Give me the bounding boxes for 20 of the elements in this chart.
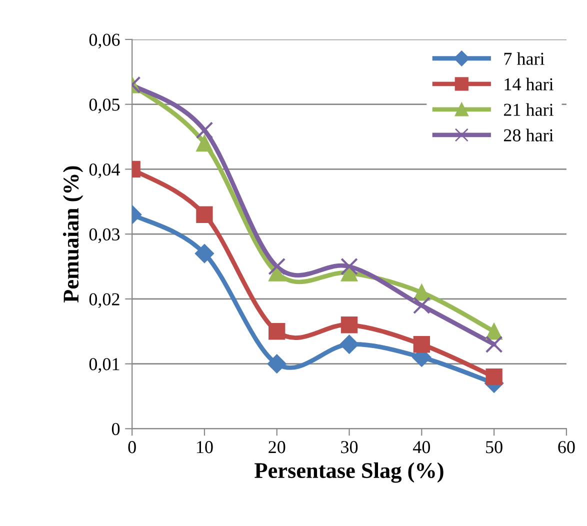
legend-label: 14 hari (504, 78, 554, 90)
y-tick-label: 0,01 (89, 358, 120, 373)
y-axis-title: Pemuaian (%) (62, 166, 84, 303)
x-tick-label: 30 (341, 441, 358, 454)
y-tick-label: 0,02 (89, 293, 120, 308)
x-tick-label: 0 (128, 441, 136, 454)
x-tick-label: 20 (268, 441, 286, 454)
y-tick-label: 0 (112, 422, 120, 436)
x-tick-label: 60 (558, 441, 575, 454)
y-tick-label: 0,04 (89, 163, 120, 178)
legend-label: 7 hari (504, 52, 544, 65)
x-tick-label: 40 (412, 441, 430, 454)
x-tick-label: 10 (197, 441, 213, 454)
x-tick-label: 50 (486, 441, 502, 454)
x-axis-title: Persentase Slag (%) (254, 462, 444, 483)
y-tick-label: 0,05 (89, 98, 120, 114)
y-tick-label: 0,03 (89, 228, 120, 244)
y-tick-label: 0,06 (89, 34, 120, 48)
legend-label: 28 hari (504, 128, 554, 142)
legend-label: 21 hari (504, 103, 554, 116)
